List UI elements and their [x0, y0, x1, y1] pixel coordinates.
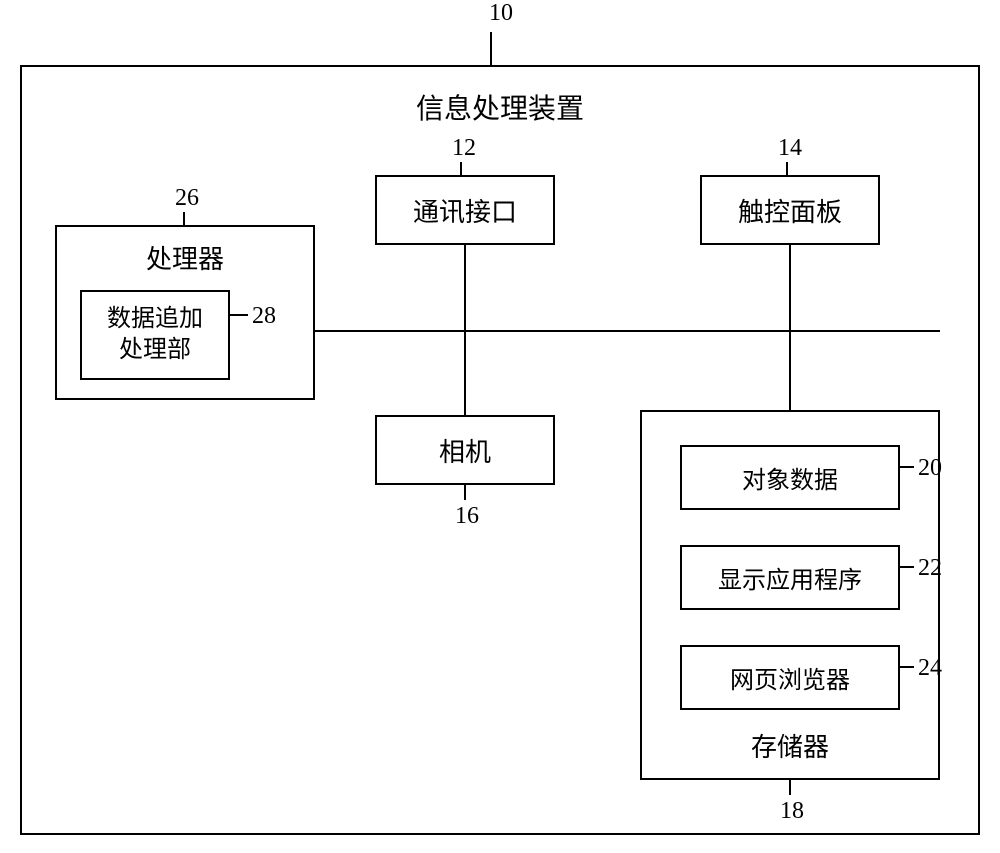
ref-28-tick	[230, 314, 248, 316]
ref-10: 10	[489, 0, 513, 27]
processor-title: 处理器	[57, 239, 313, 276]
ref-16-tick	[464, 485, 466, 500]
data-append-label: 数据追加 处理部	[107, 304, 203, 366]
ref-28: 28	[252, 303, 276, 330]
display-app-label: 显示应用程序	[718, 560, 862, 595]
diagram-canvas: 10 信息处理装置 12 14 26 通讯接口 触控面板 处理器 数据追加 处理…	[0, 0, 1000, 853]
bus-line	[315, 330, 940, 332]
ref-20: 20	[918, 455, 942, 482]
ref-22-tick	[900, 566, 914, 568]
main-title: 信息处理装置	[22, 87, 978, 127]
object-data-box: 对象数据	[680, 445, 900, 510]
web-browser-box: 网页浏览器	[680, 645, 900, 710]
ref-12-tick	[460, 162, 462, 175]
ref-16: 16	[455, 503, 479, 530]
web-browser-label: 网页浏览器	[730, 660, 850, 695]
comm-to-bus-line	[464, 245, 466, 415]
touch-panel-label: 触控面板	[738, 192, 842, 229]
storage-title: 存储器	[642, 727, 938, 764]
data-append-box: 数据追加 处理部	[80, 290, 230, 380]
ref-12: 12	[452, 135, 476, 162]
ref-26: 26	[175, 185, 199, 212]
ref-24: 24	[918, 655, 942, 682]
ref-14-tick	[786, 162, 788, 175]
ref-18: 18	[780, 798, 804, 825]
ref-10-tick	[490, 32, 492, 65]
comm-interface-box: 通讯接口	[375, 175, 555, 245]
ref-18-tick	[789, 780, 791, 795]
ref-20-tick	[900, 466, 914, 468]
display-app-box: 显示应用程序	[680, 545, 900, 610]
comm-interface-label: 通讯接口	[413, 192, 517, 229]
touch-to-bus-line	[789, 245, 791, 410]
ref-24-tick	[900, 666, 914, 668]
object-data-label: 对象数据	[742, 460, 838, 495]
touch-panel-box: 触控面板	[700, 175, 880, 245]
camera-box: 相机	[375, 415, 555, 485]
camera-label: 相机	[439, 432, 491, 469]
ref-22: 22	[918, 555, 942, 582]
ref-14: 14	[778, 135, 802, 162]
ref-26-tick	[183, 212, 185, 225]
